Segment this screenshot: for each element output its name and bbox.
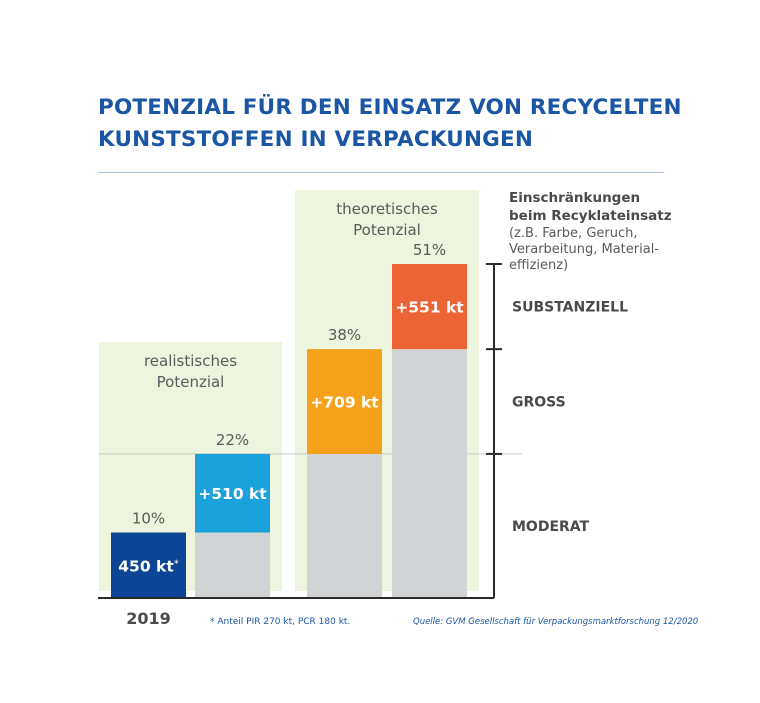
bar-base-segment xyxy=(307,453,382,598)
panel-label-line-2: Potenzial xyxy=(157,373,225,391)
chart-title: POTENZIAL FÜR DEN EINSATZ VON RECYCELTEN… xyxy=(98,92,698,156)
source-note: Quelle: GVM Gesellschaft für Verpackungs… xyxy=(413,617,699,627)
chart-title-line-1: POTENZIAL FÜR DEN EINSATZ VON RECYCELTEN xyxy=(98,95,682,120)
panel-label-line-2: Potenzial xyxy=(353,221,421,239)
bar-added-segment xyxy=(392,264,467,350)
x-axis-category-label: 2019 xyxy=(126,609,171,628)
bar-base-segment xyxy=(392,349,467,598)
bar-segment-label: +709 kt xyxy=(310,394,379,412)
bar-segment-label: 450 kt* xyxy=(118,557,178,575)
bar-added-segment xyxy=(195,453,270,533)
chart-title-line-2: KUNSTSTOFFEN IN VERPACKUNGEN xyxy=(98,127,534,152)
bar-segment-label: +551 kt xyxy=(395,299,464,317)
bar-added-segment xyxy=(111,532,186,598)
restriction-band-label: MODERAT xyxy=(512,519,590,535)
restriction-band-label: SUBSTANZIELL xyxy=(512,300,628,316)
bar-total-label: 10% xyxy=(132,510,165,528)
bar-segment-label: +510 kt xyxy=(198,485,267,503)
restriction-heading-detail: effizienz) xyxy=(509,258,568,273)
bar-added-segment xyxy=(307,349,382,454)
restriction-band-label: GROSS xyxy=(512,395,566,411)
bar-total-label: 51% xyxy=(413,241,446,259)
restriction-heading-detail: Verarbeitung, Material- xyxy=(509,242,659,257)
restriction-heading-line-1: Einschränkungen xyxy=(509,190,640,206)
footnote-marker: * xyxy=(174,558,179,569)
bar-base-segment xyxy=(195,532,270,598)
bar-total-label: 38% xyxy=(328,326,361,344)
bar-total-label: 22% xyxy=(216,431,249,449)
footnote: * Anteil PIR 270 kt, PCR 180 kt. xyxy=(210,617,351,627)
restriction-heading-detail: (z.B. Farbe, Geruch, xyxy=(509,226,638,241)
panel-label-line-1: realistisches xyxy=(144,352,237,370)
title-divider xyxy=(98,172,664,173)
panel-label-line-1: theoretisches xyxy=(336,200,438,218)
restriction-heading-line-2: beim Recyklateinsatz xyxy=(509,208,672,224)
